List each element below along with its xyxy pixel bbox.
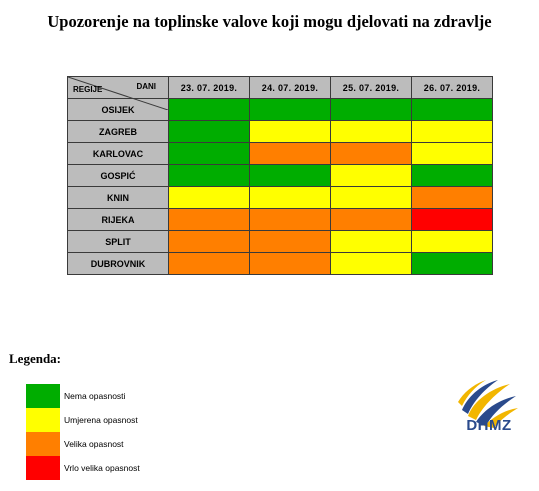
- warning-level-cell: [411, 98, 493, 121]
- warning-level-cell: [249, 98, 331, 121]
- warning-level-cell: [330, 142, 412, 165]
- legend-item: Velika opasnost: [26, 432, 140, 456]
- region-name: DUBROVNIK: [67, 252, 169, 275]
- legend-swatch: [26, 432, 60, 456]
- heat-warning-table: DANI REGIJE 23. 07. 2019. 24. 07. 2019. …: [67, 76, 493, 275]
- warning-level-cell: [168, 252, 250, 275]
- legend-item: Umjerena opasnost: [26, 408, 140, 432]
- warning-level-cell: [330, 164, 412, 187]
- warning-level-cell: [168, 186, 250, 209]
- warning-level-cell: [168, 98, 250, 121]
- warning-level-cell: [249, 252, 331, 275]
- region-name: KNIN: [67, 186, 169, 209]
- header-regije: REGIJE: [73, 85, 103, 94]
- warning-level-cell: [249, 186, 331, 209]
- table-corner-cell: DANI REGIJE: [67, 76, 169, 110]
- warning-level-cell: [168, 120, 250, 143]
- warning-level-cell: [330, 120, 412, 143]
- legend-swatch: [26, 456, 60, 480]
- warning-level-cell: [249, 120, 331, 143]
- legend-swatch: [26, 384, 60, 408]
- table-row: GOSPIĆ: [67, 164, 493, 187]
- date-header: 26. 07. 2019.: [411, 76, 493, 99]
- header-dani: DANI: [136, 82, 156, 91]
- table-row: KNIN: [67, 186, 493, 209]
- date-header: 25. 07. 2019.: [330, 76, 412, 99]
- dhmz-logo-icon: [458, 380, 518, 428]
- warning-level-cell: [330, 186, 412, 209]
- legend-label: Nema opasnosti: [64, 391, 126, 401]
- region-name: OSIJEK: [67, 98, 169, 121]
- warning-level-cell: [249, 230, 331, 253]
- table-header-row: DANI REGIJE 23. 07. 2019. 24. 07. 2019. …: [67, 76, 493, 110]
- region-name: RIJEKA: [67, 208, 169, 231]
- warning-level-cell: [168, 230, 250, 253]
- warning-level-cell: [411, 252, 493, 275]
- date-header: 24. 07. 2019.: [249, 76, 331, 99]
- warning-level-cell: [249, 208, 331, 231]
- table-row: ZAGREB: [67, 120, 493, 143]
- warning-level-cell: [168, 142, 250, 165]
- warning-level-cell: [411, 164, 493, 187]
- logo-text: DHMZ: [466, 417, 512, 434]
- legend-swatch: [26, 408, 60, 432]
- warning-level-cell: [168, 164, 250, 187]
- warning-level-cell: [411, 208, 493, 231]
- region-name: KARLOVAC: [67, 142, 169, 165]
- diagonal-divider: [68, 77, 168, 110]
- legend: Nema opasnosti Umjerena opasnost Velika …: [26, 384, 140, 480]
- warning-level-cell: [249, 164, 331, 187]
- table-row: RIJEKA: [67, 208, 493, 231]
- table-row: KARLOVAC: [67, 142, 493, 165]
- region-name: ZAGREB: [67, 120, 169, 143]
- warning-level-cell: [411, 230, 493, 253]
- warning-level-cell: [330, 252, 412, 275]
- region-name: SPLIT: [67, 230, 169, 253]
- warning-level-cell: [330, 208, 412, 231]
- legend-title: Legenda:: [9, 351, 61, 366]
- legend-item: Vrlo velika opasnost: [26, 456, 140, 480]
- warning-level-cell: [249, 142, 331, 165]
- warning-level-cell: [411, 186, 493, 209]
- warning-level-cell: [411, 120, 493, 143]
- warning-level-cell: [330, 230, 412, 253]
- warning-level-cell: [411, 142, 493, 165]
- table-row: DUBROVNIK: [67, 252, 493, 275]
- legend-label: Velika opasnost: [64, 439, 124, 449]
- date-header: 23. 07. 2019.: [168, 76, 250, 99]
- warning-level-cell: [168, 208, 250, 231]
- legend-label: Umjerena opasnost: [64, 415, 138, 425]
- table-row: SPLIT: [67, 230, 493, 253]
- legend-item: Nema opasnosti: [26, 384, 140, 408]
- warning-level-cell: [330, 98, 412, 121]
- legend-label: Vrlo velika opasnost: [64, 463, 140, 473]
- table-row: OSIJEK: [67, 98, 493, 121]
- page-title: Upozorenje na toplinske valove koji mogu…: [47, 12, 492, 31]
- region-name: GOSPIĆ: [67, 164, 169, 187]
